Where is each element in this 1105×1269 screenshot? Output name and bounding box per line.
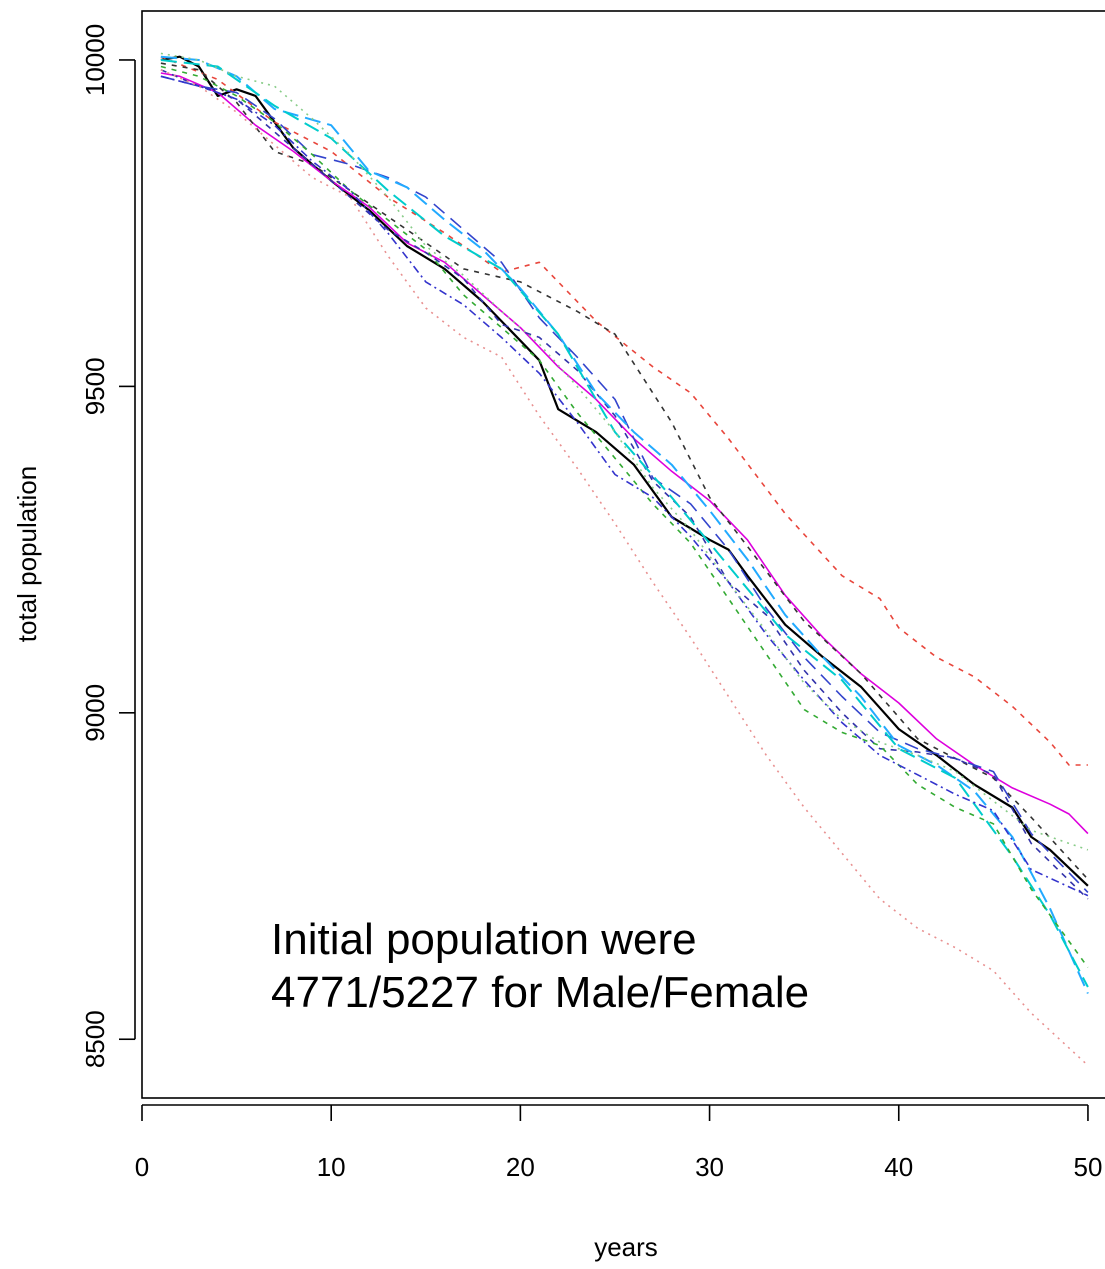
series-line-8: [160, 59, 1089, 988]
series-line-2: [160, 72, 1089, 835]
series-line-6: [160, 69, 1089, 900]
series-line-10: [160, 75, 1089, 897]
y-tick-label: 10000: [80, 24, 110, 96]
annotation-line-2: 4771/5227 for Male/Female: [271, 968, 809, 1017]
x-tick-label: 50: [1073, 1152, 1102, 1182]
plot-frame: [141, 10, 1105, 1099]
series-line-5: [160, 75, 1089, 893]
series-line-1: [160, 55, 1089, 887]
annotation-line-1: Initial population were: [271, 915, 697, 964]
x-axis: 0 10 20 30 40 50: [135, 1104, 1102, 1182]
y-tick-label: 9500: [80, 357, 110, 415]
y-tick-label: 8500: [80, 1010, 110, 1068]
x-tick-label: 0: [135, 1152, 149, 1182]
y-axis-title: total population: [12, 466, 42, 642]
y-axis: 8500 9000 9500 10000: [80, 24, 136, 1068]
x-tick-label: 20: [506, 1152, 535, 1182]
series-line-7: [160, 55, 1089, 994]
series-layer: [160, 52, 1089, 1066]
series-line-4: [160, 62, 1089, 880]
x-axis-title: years: [594, 1232, 658, 1262]
series-line-3: [160, 55, 1088, 766]
series-line-11: [160, 52, 1089, 851]
x-tick-label: 10: [317, 1152, 346, 1182]
series-line-9: [160, 65, 1089, 968]
x-tick-label: 40: [884, 1152, 913, 1182]
x-tick-label: 30: [695, 1152, 724, 1182]
y-tick-label: 9000: [80, 684, 110, 742]
